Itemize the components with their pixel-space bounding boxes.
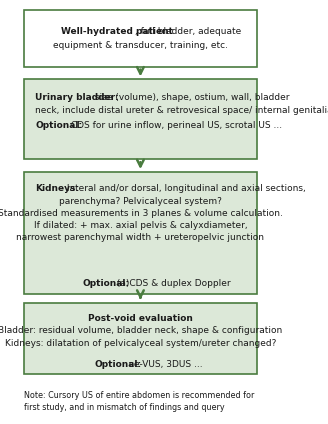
Text: ce-VUS, 3DUS ...: ce-VUS, 3DUS ... xyxy=(126,360,203,369)
Text: Kidneys: dilatation of pelvicalyceal system/ureter changed?: Kidneys: dilatation of pelvicalyceal sys… xyxy=(5,338,276,348)
FancyBboxPatch shape xyxy=(24,172,257,294)
Text: lateral and/or dorsal, longitudinal and axial sections,: lateral and/or dorsal, longitudinal and … xyxy=(64,184,305,193)
Text: Bladder: residual volume, bladder neck, shape & configuration: Bladder: residual volume, bladder neck, … xyxy=(0,326,282,335)
Text: equipment & transducer, training, etc.: equipment & transducer, training, etc. xyxy=(53,41,228,50)
Text: Kidneys:: Kidneys: xyxy=(35,184,79,193)
Text: Urinary bladder:: Urinary bladder: xyxy=(35,93,119,102)
Text: Standardised measurements in 3 planes & volume calculation.: Standardised measurements in 3 planes & … xyxy=(0,209,283,218)
Text: (a)CDS & duplex Doppler: (a)CDS & duplex Doppler xyxy=(114,279,231,288)
Text: narrowest parenchymal width + ureteropelvic junction: narrowest parenchymal width + ureteropel… xyxy=(16,233,264,242)
Text: , full bladder, adequate: , full bladder, adequate xyxy=(135,27,241,36)
Text: Post-void evaluation: Post-void evaluation xyxy=(88,314,193,323)
Text: Note: Cursory US of entire abdomen is recommended for: Note: Cursory US of entire abdomen is re… xyxy=(24,391,255,400)
FancyBboxPatch shape xyxy=(24,303,257,374)
Text: CDS for urine inflow, perineal US, scrotal US ...: CDS for urine inflow, perineal US, scrot… xyxy=(68,121,282,131)
Text: parenchyma? Pelvicalyceal system?: parenchyma? Pelvicalyceal system? xyxy=(59,197,222,206)
Text: Optional:: Optional: xyxy=(36,121,83,131)
Text: Optional:: Optional: xyxy=(82,279,129,288)
Text: first study, and in mismatch of findings and query: first study, and in mismatch of findings… xyxy=(24,402,225,412)
Text: neck, include distal ureter & retrovesical space/ internal genitalia: neck, include distal ureter & retrovesic… xyxy=(35,106,328,115)
Text: Well-hydrated patient: Well-hydrated patient xyxy=(61,27,173,36)
Text: size (volume), shape, ostium, wall, bladder: size (volume), shape, ostium, wall, blad… xyxy=(92,93,289,102)
FancyBboxPatch shape xyxy=(24,10,257,67)
Text: Optional:: Optional: xyxy=(94,360,141,369)
FancyBboxPatch shape xyxy=(24,79,257,159)
Text: If dilated: + max. axial pelvis & calyxdiameter,: If dilated: + max. axial pelvis & calyxd… xyxy=(33,221,247,230)
